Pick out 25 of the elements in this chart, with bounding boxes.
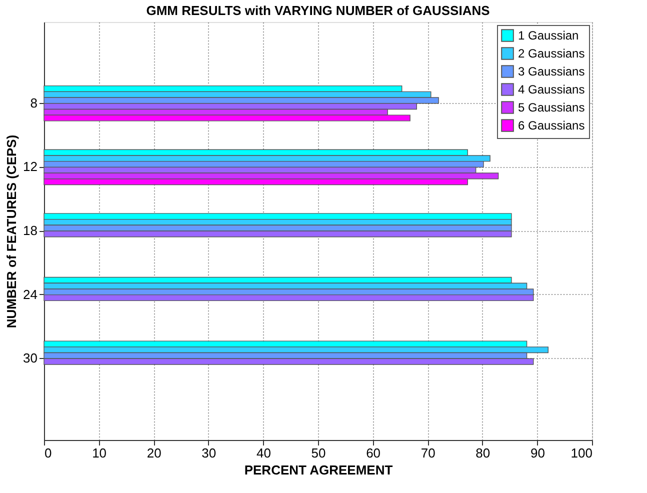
y-tick-label: 12 — [23, 159, 38, 174]
y-tick-label: 30 — [23, 350, 38, 366]
y-tick-label: 8 — [30, 95, 38, 110]
x-axis-title: PERCENT AGREEMENT — [244, 462, 393, 478]
legend-label: 6 Gaussians — [518, 118, 585, 132]
legend-label: 2 Gaussians — [518, 46, 585, 60]
x-tick-label: 40 — [256, 446, 271, 460]
x-tick-label: 80 — [476, 446, 490, 460]
legend-label: 3 Gaussians — [518, 64, 585, 78]
x-tick-label: 70 — [420, 446, 436, 460]
x-tick-label: 90 — [530, 446, 545, 460]
legend-label: 4 Gaussians — [518, 82, 585, 96]
x-tick-label: 50 — [311, 446, 326, 460]
x-tick-label: 20 — [146, 446, 162, 460]
x-tick-label: 60 — [366, 446, 381, 460]
legend-label: 5 Gaussians — [518, 100, 585, 114]
x-tick-label: 10 — [92, 446, 107, 460]
y-axis-title: NUMBER of FEATURES (CEPS) — [4, 134, 20, 328]
legend-label: 1 Gaussian — [518, 28, 579, 42]
y-tick-label: 24 — [23, 286, 38, 302]
x-tick-label: 100 — [570, 446, 592, 460]
x-tick-label: 0 — [44, 446, 52, 460]
chart-title: GMM RESULTS with VARYING NUMBER of GAUSSIANS — [146, 3, 490, 18]
y-tick-label: 18 — [23, 223, 38, 238]
x-tick-label: 30 — [202, 446, 216, 460]
